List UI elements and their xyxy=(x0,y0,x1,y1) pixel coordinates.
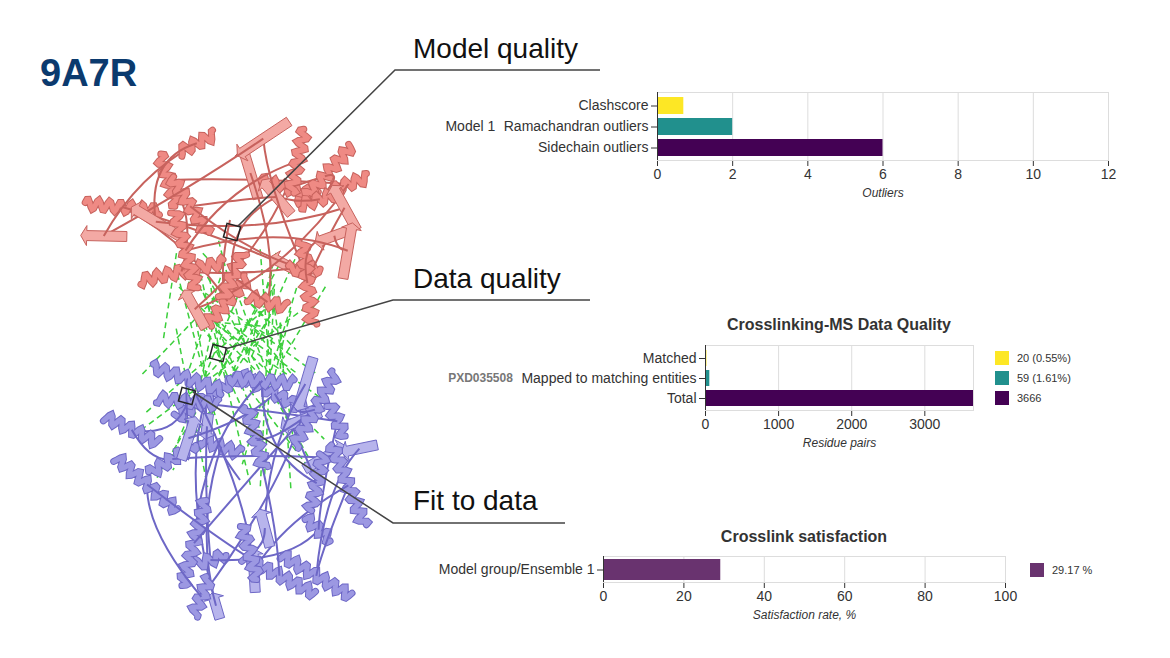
svg-text:40: 40 xyxy=(757,588,773,604)
svg-text:Model group/Ensemble 1: Model group/Ensemble 1 xyxy=(439,561,595,577)
svg-text:10: 10 xyxy=(1026,166,1042,182)
svg-text:12: 12 xyxy=(1101,166,1117,182)
svg-text:6: 6 xyxy=(879,166,887,182)
svg-text:Outliers: Outliers xyxy=(862,186,903,200)
html-text:Crosslinking-MS Data Quality: Crosslinking-MS Data Quality xyxy=(727,316,951,333)
svg-text:4: 4 xyxy=(804,166,812,182)
html-text:20 (0.55%): 20 (0.55%) xyxy=(1017,352,1071,364)
svg-text:8: 8 xyxy=(954,166,962,182)
svg-text:0: 0 xyxy=(600,588,608,604)
html-text:59 (1.61%): 59 (1.61%) xyxy=(1017,372,1071,384)
svg-text:Model 1: Model 1 xyxy=(445,118,495,134)
svg-text:80: 80 xyxy=(917,588,933,604)
svg-text:Clashscore: Clashscore xyxy=(578,97,648,113)
html-text:Fit to data: Fit to data xyxy=(413,485,538,516)
svg-text:60: 60 xyxy=(837,588,853,604)
svg-text:1000: 1000 xyxy=(763,416,794,432)
svg-text:2000: 2000 xyxy=(836,416,867,432)
svg-text:3000: 3000 xyxy=(909,416,940,432)
svg-text:Total: Total xyxy=(667,390,697,406)
svg-text:20: 20 xyxy=(676,588,692,604)
html-text:29.17 %: 29.17 % xyxy=(1052,563,1093,576)
svg-text:0: 0 xyxy=(654,166,662,182)
svg-text:100: 100 xyxy=(994,588,1018,604)
html-text:Data quality: Data quality xyxy=(413,263,561,294)
svg-text:0: 0 xyxy=(702,416,710,432)
html-text:Model quality: Model quality xyxy=(413,33,578,64)
html-text:3666: 3666 xyxy=(1017,392,1042,404)
svg-text:2: 2 xyxy=(729,166,737,182)
svg-text:Satisfaction rate, %: Satisfaction rate, % xyxy=(753,608,857,622)
svg-text:PXD035508: PXD035508 xyxy=(448,371,513,385)
html-text:Crosslink satisfaction: Crosslink satisfaction xyxy=(720,528,888,545)
html-text:9A7R: 9A7R xyxy=(40,52,138,94)
svg-text:Ramachandran outliers: Ramachandran outliers xyxy=(504,118,649,134)
svg-text:Sidechain outliers: Sidechain outliers xyxy=(538,139,649,155)
svg-text:Residue pairs: Residue pairs xyxy=(803,436,876,450)
svg-text:Mapped to matching entities: Mapped to matching entities xyxy=(521,370,696,386)
svg-text:Matched: Matched xyxy=(643,350,697,366)
